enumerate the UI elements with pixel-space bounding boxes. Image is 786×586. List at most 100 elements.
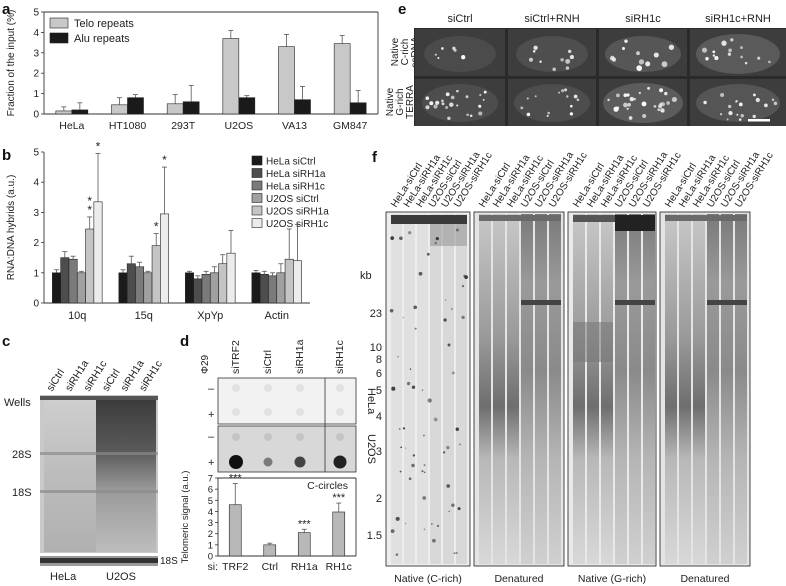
micro-focus — [647, 86, 651, 90]
micro-focus — [449, 102, 454, 107]
gel-speckle — [435, 237, 439, 241]
chart-b-bar-10q-u2os-sirh1a — [85, 228, 95, 304]
micro-focus — [641, 101, 647, 107]
gel-speckle — [422, 434, 425, 437]
gel-speckle — [421, 389, 424, 391]
dot-blot-row-3-sign: – — [208, 431, 215, 443]
chart-d-ylabel: Telomeric signal (a.u.) — [180, 471, 191, 564]
micro-focus — [565, 58, 571, 64]
micro-nucleus — [516, 36, 588, 72]
micro-focus — [434, 53, 437, 56]
chart-a-ylabel: Fraction of the input (%) — [6, 10, 17, 117]
micro-focus — [528, 57, 534, 62]
chart-d-category-rh1a: RH1a — [291, 561, 318, 573]
micro-focus — [546, 114, 549, 117]
chart-b-bar-actin-hela-sirh1a — [259, 274, 269, 304]
micro-focus — [744, 61, 748, 65]
micro-focus — [653, 52, 659, 58]
gel-speckle — [459, 443, 461, 446]
chart-a-category-va13: VA13 — [282, 120, 307, 132]
micro-focus — [461, 55, 466, 60]
micro-focus — [547, 111, 550, 115]
chart-b-bar-15q-hela-sictrl — [118, 272, 128, 304]
chart-b-bar-10q-u2os-sictrl — [76, 272, 86, 304]
blot-f-size-marker: 8 — [376, 354, 382, 366]
chart-a-bar-ht1080-telo-repeats — [111, 104, 128, 115]
micro-focus — [721, 40, 727, 46]
chart-b-bar-actin-u2os-sictrl — [276, 272, 286, 304]
gel-speckle — [391, 386, 396, 391]
micro-focus — [645, 61, 651, 67]
chart-a-bar-293t-alu-repeats — [182, 101, 200, 115]
micro-focus — [456, 104, 459, 107]
gel-speckle — [402, 316, 405, 319]
chart-b-bar-15q-hela-sirh1c — [135, 266, 145, 304]
micro-focus — [757, 56, 761, 60]
micro-focus — [607, 98, 610, 102]
micro-nucleus — [696, 34, 780, 74]
chart-b-category-actin: Actin — [265, 310, 289, 322]
micro-focus — [728, 48, 732, 53]
micro-focus — [671, 97, 677, 103]
gel-speckle — [432, 538, 436, 543]
micro-focus — [452, 46, 456, 50]
micro-focus — [764, 103, 768, 108]
micro-focus — [653, 105, 657, 108]
micro-focus — [569, 104, 573, 108]
gel-speckle — [397, 355, 399, 358]
micro-focus — [566, 95, 569, 98]
dot-blot-column-label-sitrf2: siTRF2 — [230, 340, 242, 374]
chart-d-significance-mark: *** — [332, 492, 346, 504]
chart-b-ylabel: RNA:DNA hybrids (a.u.) — [6, 175, 17, 281]
micro-focus — [616, 93, 620, 98]
dot-blot-group-u2os: U2OS — [365, 434, 377, 464]
chart-b-bar-xpyp-u2os-sirh1a — [218, 263, 228, 304]
gel-speckle — [399, 470, 402, 473]
dot-blot-dots — [229, 384, 347, 469]
micro-column-label-sictrl: siCtrl — [447, 13, 472, 25]
chart-a-legend-swatch-alu-repeats — [49, 32, 69, 44]
chart-d-ytick-label: 0 — [208, 552, 213, 563]
gel-speckle — [464, 275, 468, 279]
chart-b-ytick-label: 1 — [33, 268, 39, 279]
chart-d-ytick-label: 7 — [208, 474, 213, 485]
dot-blot-column-label-sirh1a: siRH1a — [294, 339, 306, 374]
gel-speckle — [457, 507, 461, 511]
dot-u2os-plus-4 — [333, 455, 347, 469]
micro-focus — [609, 55, 615, 61]
dot-hela-minus-1 — [232, 384, 240, 392]
micro-focus — [552, 67, 556, 71]
dot-hela-plus-3 — [296, 408, 304, 416]
panel-letter-b: b — [2, 147, 11, 164]
micro-focus — [720, 92, 725, 98]
chart-b-legend-label-u2os-sirh1a: U2OS siRH1a — [266, 207, 329, 218]
micro-focus — [445, 106, 449, 109]
gel-speckle — [411, 463, 415, 468]
gel-speckle — [447, 343, 451, 347]
micro-focus — [447, 116, 451, 121]
micro-focus — [755, 97, 760, 103]
chart-d-ytick-label: 5 — [208, 496, 213, 507]
chart-b-bar-10q-hela-sirh1a — [60, 257, 70, 304]
gel-title-denatured-2: Denatured — [680, 573, 729, 585]
gel-speckle — [463, 274, 466, 278]
micro-focus — [435, 100, 440, 105]
chart-d-category-trf2: TRF2 — [222, 561, 248, 573]
micro-focus — [613, 107, 619, 112]
gel-speckle — [418, 271, 423, 276]
chart-a-bar-gm847-alu-repeats — [349, 102, 367, 115]
chart-b-ytick-label: 2 — [33, 238, 39, 249]
chart-b-legend-label-u2os-sictrl: U2OS siCtrl — [266, 194, 319, 205]
gel-speckle — [455, 228, 459, 232]
chart-d-category-rh1c: RH1c — [326, 561, 352, 573]
chart-a-bar-va13-alu-repeats — [294, 99, 311, 115]
chart-d-ytick-label: 3 — [208, 518, 213, 529]
gel-speckle — [423, 471, 426, 474]
micro-focus — [705, 56, 709, 61]
micro-focus — [738, 102, 743, 107]
gel-speckle — [446, 446, 450, 450]
gel-speckle — [409, 368, 412, 370]
gel-speckle — [412, 454, 416, 457]
gel-speckle — [445, 299, 447, 301]
